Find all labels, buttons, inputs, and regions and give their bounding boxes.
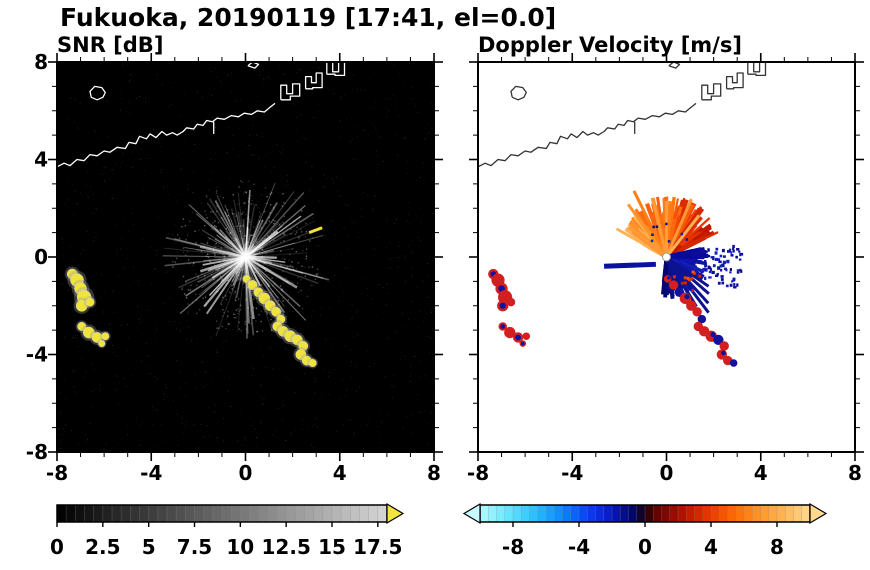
colorbar-over-arrow (386, 502, 405, 525)
svg-text:10: 10 (226, 535, 254, 559)
colorbar-labels: 0 2.5 5 7.5 10 12.5 15 17.5 (50, 522, 402, 559)
noise-speckle (57, 62, 434, 452)
colorbar-segment-lines (65, 505, 379, 522)
snr-panel-title: SNR [dB] (57, 33, 164, 57)
svg-text:-8: -8 (502, 535, 524, 559)
svg-text:17.5: 17.5 (353, 535, 402, 559)
svg-text:0: 0 (34, 245, 48, 269)
svg-text:0: 0 (239, 461, 253, 485)
svg-text:-8: -8 (26, 440, 48, 464)
clutter-blobs (64, 266, 319, 369)
colorbar-labels: -8 -4 0 4 8 (502, 522, 784, 559)
outbound-velocity-fan (615, 190, 719, 259)
velocity-image (478, 62, 767, 367)
svg-text:4: 4 (754, 461, 768, 485)
velocity-specks (650, 222, 744, 293)
radar-origin (242, 253, 249, 261)
svg-text:0: 0 (660, 461, 674, 485)
svg-text:12.5: 12.5 (262, 535, 311, 559)
snr-panel: -8 -4 0 4 8 -8 -4 0 4 8 (26, 50, 443, 485)
svg-text:-8: -8 (467, 461, 489, 485)
axis-ticks (469, 53, 864, 461)
svg-text:8: 8 (34, 50, 48, 74)
cool-streak (603, 261, 656, 269)
axis-tick-labels: -8 -4 0 4 8 -8 -4 0 4 8 (26, 50, 441, 485)
coastline (57, 62, 346, 168)
velocity-panel: -8 -4 0 4 8 (467, 53, 864, 485)
svg-text:8: 8 (848, 461, 862, 485)
axis-ticks (48, 53, 443, 461)
svg-text:-8: -8 (46, 461, 68, 485)
snr-colorbar: 0 2.5 5 7.5 10 12.5 15 17.5 (50, 502, 405, 559)
colorbar-segment-lines (487, 505, 803, 522)
colorbar-cells (480, 505, 811, 522)
colorbar-cells (57, 505, 388, 522)
svg-text:8: 8 (770, 535, 784, 559)
svg-text:-4: -4 (561, 461, 583, 485)
colorbar-over-arrow (809, 502, 828, 525)
colorbar-under-arrow (462, 502, 481, 525)
svg-text:7.5: 7.5 (177, 535, 212, 559)
clutter-blobs (488, 268, 738, 367)
svg-text:-4: -4 (568, 535, 590, 559)
svg-text:2.5: 2.5 (85, 535, 120, 559)
coastline (478, 62, 767, 168)
svg-text:4: 4 (704, 535, 718, 559)
figure-title: Fukuoka, 20190119 [17:41, el=0.0] (60, 3, 557, 32)
axis-tick-labels: -8 -4 0 4 8 (467, 461, 862, 485)
velocity-colorbar: -8 -4 0 4 8 (462, 502, 828, 559)
velocity-panel-title: Doppler Velocity [m/s] (478, 33, 742, 57)
radar-origin (662, 252, 671, 262)
svg-text:15: 15 (318, 535, 346, 559)
snr-image (57, 62, 434, 452)
svg-text:8: 8 (427, 461, 441, 485)
echo-streak (308, 226, 323, 235)
svg-text:0: 0 (50, 535, 64, 559)
svg-text:4: 4 (34, 148, 48, 172)
svg-text:-4: -4 (26, 343, 48, 367)
svg-text:5: 5 (142, 535, 156, 559)
svg-text:-4: -4 (140, 461, 162, 485)
svg-text:0: 0 (638, 535, 652, 559)
svg-text:4: 4 (333, 461, 347, 485)
